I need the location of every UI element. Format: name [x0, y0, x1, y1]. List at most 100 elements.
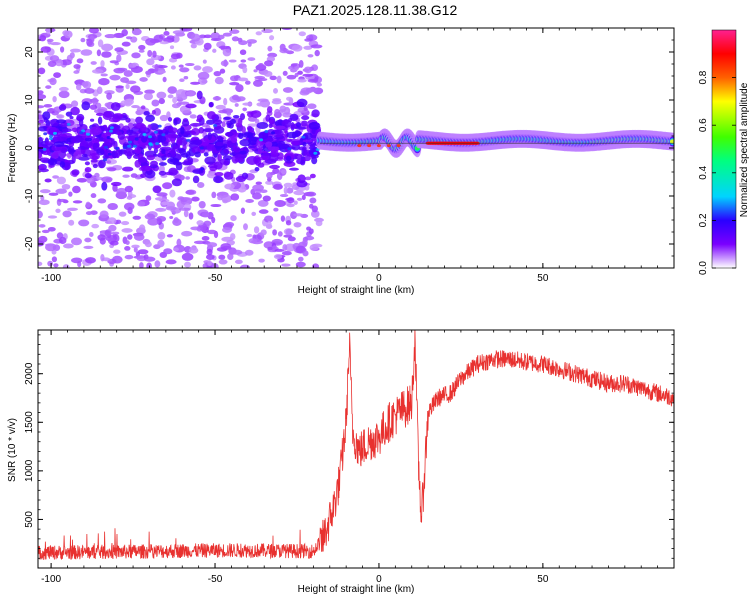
spectral-blob	[168, 127, 178, 134]
spectral-blob	[126, 195, 133, 200]
spectral-blob	[367, 144, 372, 148]
spectral-blob	[199, 138, 210, 146]
spectral-blob	[281, 28, 293, 31]
spectral-blob	[207, 229, 217, 235]
spectral-blob	[172, 30, 185, 35]
spectral-blob	[309, 197, 317, 204]
spectral-blob	[183, 75, 189, 80]
spectral-blob	[72, 200, 83, 204]
spectral-blob	[311, 128, 316, 135]
spectral-blob	[151, 109, 156, 115]
spectral-blob	[185, 151, 191, 160]
spectral-blob	[47, 215, 58, 219]
spectral-blob	[143, 256, 156, 262]
spectral-blob	[229, 29, 240, 34]
y-tick-label: 2000	[24, 362, 35, 385]
spectral-blob	[38, 119, 45, 124]
spectral-blob	[201, 212, 210, 218]
spectral-blob	[76, 58, 84, 64]
spectral-blob	[156, 215, 167, 222]
spectral-blob	[286, 197, 295, 204]
spectral-blob	[51, 151, 59, 160]
spectral-blob	[281, 263, 291, 267]
spectral-blob	[88, 28, 100, 34]
spectral-blob	[176, 238, 182, 247]
spectral-blob	[163, 30, 170, 36]
spectral-blob	[254, 118, 260, 124]
spectral-blob	[83, 245, 94, 250]
spectral-blob	[228, 122, 234, 129]
spectral-blob	[238, 40, 248, 46]
spectral-blob	[161, 201, 170, 206]
spectral-blob	[303, 45, 313, 50]
colorbar-tick-label: 0.6	[698, 118, 709, 132]
snr-xlabel: Height of straight line (km)	[298, 584, 415, 595]
spectral-blob	[253, 226, 260, 234]
spectral-blob	[201, 235, 210, 241]
spectral-blob	[51, 256, 58, 263]
spectral-blob	[111, 231, 120, 235]
spectral-blob	[106, 160, 112, 164]
spectral-blob	[113, 249, 121, 254]
spectral-blob	[210, 203, 222, 208]
spectral-blob	[302, 250, 309, 257]
x-tick-label: 50	[537, 574, 549, 585]
spectral-blob	[116, 131, 122, 136]
spectral-blob	[38, 126, 50, 132]
spectral-blob	[148, 142, 153, 146]
spectral-blob	[173, 247, 179, 252]
spectral-blob	[302, 239, 308, 246]
spectral-blob	[145, 114, 155, 122]
spectral-blob	[158, 130, 163, 135]
spectral-blob	[297, 78, 307, 83]
spectral-blob	[254, 166, 260, 172]
spectral-blob	[172, 145, 181, 150]
spectral-blob	[200, 167, 205, 171]
spectral-blob	[223, 149, 229, 154]
spectral-blob	[217, 135, 222, 140]
spectral-blob	[56, 176, 67, 185]
spectral-blob	[211, 216, 216, 224]
spectral-blob	[167, 94, 174, 99]
spectral-blob	[257, 147, 263, 154]
spectral-blob	[185, 176, 191, 180]
spectral-blob	[203, 128, 214, 133]
spectral-blob	[130, 85, 141, 93]
spectral-blob	[89, 126, 102, 136]
spectral-blob	[197, 71, 210, 80]
y-tick-label: 1500	[24, 411, 35, 434]
spectral-blob	[44, 178, 52, 183]
spectral-blob	[247, 57, 256, 61]
spectral-blob	[246, 125, 253, 131]
spectral-blob	[67, 207, 78, 212]
spectral-blob	[140, 105, 146, 110]
spectral-blob	[55, 188, 68, 194]
spectral-blob	[301, 120, 308, 127]
spectral-blob	[154, 64, 159, 72]
spectral-blob	[268, 118, 275, 125]
spectral-blob	[90, 193, 97, 199]
spectral-blob	[235, 175, 246, 183]
spectral-blob	[120, 100, 128, 106]
spectral-blob	[153, 107, 161, 116]
spectral-blob	[90, 61, 97, 65]
spectral-blob	[265, 180, 274, 185]
spectral-blob	[296, 197, 303, 201]
spectral-blob	[188, 247, 199, 254]
spectral-blob	[301, 194, 306, 200]
spectral-blob	[270, 141, 279, 148]
spectral-blob	[303, 66, 313, 74]
spectral-blob	[232, 114, 240, 119]
spectral-blob	[125, 83, 130, 90]
y-tick-label: 20	[24, 46, 35, 58]
spectral-blob	[291, 141, 300, 146]
spectral-blob	[81, 153, 88, 158]
spectral-blob	[138, 49, 145, 53]
spectral-blob	[179, 78, 185, 83]
spectral-blob	[207, 242, 218, 248]
spectral-blob	[139, 262, 144, 268]
spectral-blob	[146, 262, 152, 268]
spectral-blob	[47, 158, 58, 166]
spectral-blob	[114, 47, 124, 52]
